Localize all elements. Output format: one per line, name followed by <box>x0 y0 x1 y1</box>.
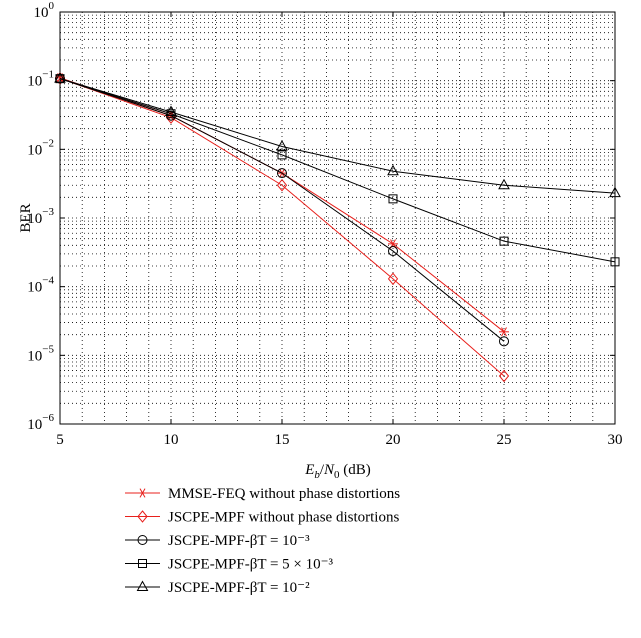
y-tick-exponent: −4 <box>42 275 54 287</box>
y-tick-label: 10−6 <box>27 412 54 433</box>
series-4 <box>55 74 620 267</box>
y-tick-exponent: −6 <box>42 412 54 424</box>
x-axis-label-n: N <box>323 462 335 478</box>
marker-asterisk-stroke <box>501 327 507 337</box>
series-3 <box>55 73 509 347</box>
y-tick-base: 10 <box>27 142 42 158</box>
y-tick-label: 10−3 <box>27 206 54 227</box>
x-tick-label: 5 <box>56 432 64 448</box>
legend-entry-4: JSCPE-MPF-βT = 5 × 10⁻³ <box>125 557 334 573</box>
marker-circle <box>137 535 148 545</box>
y-tick-exponent: −2 <box>42 137 54 149</box>
x-tick-label: 30 <box>608 432 623 448</box>
y-tick-label: 10−2 <box>27 137 54 158</box>
x-tick-label: 25 <box>497 432 512 448</box>
y-tick-label: 100 <box>34 0 55 21</box>
marker-diamond <box>276 178 288 192</box>
y-tick-base: 10 <box>27 417 42 433</box>
y-tick-exponent: 0 <box>49 0 55 12</box>
legend-entry-3: JSCPE-MPF-βT = 10⁻³ <box>125 533 310 549</box>
y-tick-exponent: −3 <box>42 206 54 218</box>
marker-triangle <box>609 186 621 198</box>
x-tick-label: 15 <box>275 432 290 448</box>
marker-square <box>277 150 287 160</box>
y-tick-base: 10 <box>27 280 42 296</box>
marker-circle <box>388 246 398 257</box>
legend-entry-2: JSCPE-MPF without phase distortions <box>125 510 399 526</box>
marker-circle <box>499 336 509 347</box>
marker-diamond <box>137 510 148 523</box>
series-line <box>59 78 616 263</box>
y-tick-exponent: −5 <box>42 343 54 355</box>
legend-label: JSCPE-MPF without phase distortions <box>168 510 399 526</box>
marker-triangle <box>276 139 288 151</box>
marker-asterisk <box>137 488 148 498</box>
grid-lines <box>60 12 615 424</box>
x-axis-label-0: 0 <box>334 469 340 481</box>
series-line <box>59 78 616 194</box>
legend-entry-5: JSCPE-MPF-βT = 10⁻² <box>125 580 310 596</box>
marker-triangle <box>165 105 177 116</box>
y-tick-base: 10 <box>27 74 42 90</box>
legend-entry-1: MMSE-FEQ without phase distortions <box>125 486 400 502</box>
marker-triangle <box>387 164 399 176</box>
y-tick-base: 10 <box>34 5 49 21</box>
marker-square <box>610 257 620 267</box>
marker-square <box>388 194 398 204</box>
marker-square <box>499 236 509 246</box>
marker-diamond <box>54 72 66 85</box>
y-tick-label: 10−4 <box>27 275 54 296</box>
y-axis-label: BER <box>18 203 34 232</box>
x-axis-label-slash: / <box>320 462 325 478</box>
marker-asterisk <box>499 327 509 337</box>
legend-label: JSCPE-MPF-βT = 10⁻³ <box>168 533 310 549</box>
marker-triangle <box>54 72 66 83</box>
marker-diamond <box>498 369 510 383</box>
marker-circle <box>277 168 287 179</box>
legend-label: MMSE-FEQ without phase distortions <box>168 486 400 502</box>
plot-frame <box>59 11 616 425</box>
series-line <box>59 78 505 342</box>
marker-square <box>138 559 147 568</box>
x-axis-label-e: E <box>304 462 314 478</box>
series-5 <box>54 72 621 198</box>
marker-triangle <box>136 580 149 591</box>
x-tick-label: 10 <box>164 432 179 448</box>
series-line <box>59 77 505 377</box>
y-tick-base: 10 <box>27 348 42 364</box>
legend-label: JSCPE-MPF-βT = 10⁻² <box>168 580 310 596</box>
legend-label: JSCPE-MPF-βT = 5 × 10⁻³ <box>168 557 334 573</box>
y-tick-exponent: −1 <box>42 69 54 81</box>
legend: MMSE-FEQ without phase distortions JSCPE-… <box>125 486 400 596</box>
x-axis-label-b: b <box>314 469 320 481</box>
marker-diamond <box>387 272 399 286</box>
marker-triangle <box>498 178 510 190</box>
marker-asterisk-stroke <box>139 488 146 498</box>
x-axis-label-unit: (dB) <box>340 462 371 478</box>
y-tick-label: 10−1 <box>27 69 54 90</box>
series-2 <box>54 72 510 383</box>
x-tick-label: 20 <box>386 432 401 448</box>
y-tick-label: 10−5 <box>27 343 54 364</box>
y-tick-base: 10 <box>27 211 42 227</box>
series-group <box>54 72 621 383</box>
x-axis-label: Eb/N0 (dB) <box>304 462 371 481</box>
